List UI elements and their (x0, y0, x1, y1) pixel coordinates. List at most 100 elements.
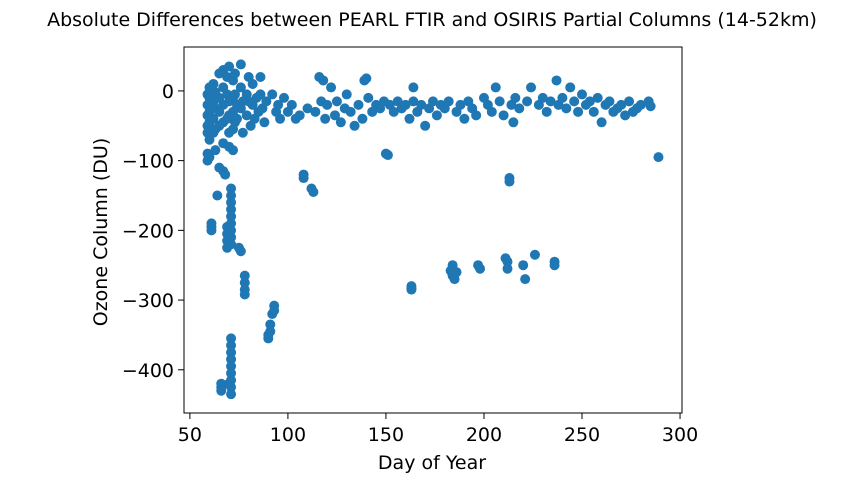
data-point (620, 110, 631, 121)
data-point (518, 260, 529, 271)
data-point (302, 103, 313, 114)
data-point (529, 249, 540, 260)
data-point (269, 305, 280, 316)
data-point (208, 78, 219, 89)
y-tick-label: −400 (122, 360, 174, 382)
data-point (335, 117, 346, 128)
data-point (428, 96, 438, 107)
data-point (235, 82, 246, 93)
data-point (208, 113, 219, 124)
x-tick-label: 100 (270, 424, 306, 446)
data-point (508, 117, 519, 128)
data-point (239, 289, 250, 300)
data-point (229, 68, 240, 79)
data-point (557, 92, 568, 103)
data-point (408, 82, 419, 93)
data-point (510, 92, 521, 103)
data-point (235, 59, 246, 70)
data-point (235, 246, 246, 257)
data-point (226, 361, 237, 372)
data-point (239, 277, 250, 288)
data-point (228, 145, 239, 156)
data-point (443, 96, 454, 107)
x-tick-label: 300 (662, 424, 698, 446)
data-point (577, 89, 588, 100)
y-tick-label: −200 (122, 220, 174, 242)
data-point (224, 61, 235, 72)
data-point (265, 319, 276, 330)
data-point (635, 99, 646, 110)
data-point (226, 347, 237, 358)
data-point (475, 263, 486, 274)
data-point (220, 169, 231, 180)
scatter-points (202, 59, 664, 400)
data-point (431, 110, 442, 121)
data-point (308, 187, 319, 198)
data-point (408, 96, 419, 107)
data-point (226, 382, 237, 393)
data-point (247, 78, 258, 89)
data-point (318, 75, 329, 86)
data-point (357, 113, 368, 124)
data-point (226, 190, 237, 201)
data-point (353, 99, 364, 110)
x-tick-label: 250 (564, 424, 600, 446)
x-tick-label: 50 (178, 424, 202, 446)
data-point (326, 82, 337, 93)
x-tick-label: 200 (466, 424, 502, 446)
data-point (502, 263, 513, 274)
data-point (565, 82, 576, 93)
data-point (320, 113, 331, 124)
data-point (226, 225, 237, 236)
data-point (286, 99, 297, 110)
data-point (400, 99, 411, 110)
data-point (226, 211, 237, 222)
data-point (226, 354, 237, 365)
data-point (226, 340, 237, 351)
data-point (526, 82, 537, 93)
data-point (204, 152, 215, 163)
data-point (537, 92, 548, 103)
x-tick-label: 150 (368, 424, 404, 446)
data-point (255, 89, 266, 100)
data-point (226, 218, 237, 229)
x-axis-ticks: 50 100 150 200 250 300 (178, 413, 698, 446)
data-point (212, 190, 223, 201)
data-point (363, 92, 374, 103)
data-point (459, 113, 470, 124)
data-point (329, 110, 340, 121)
data-point (584, 96, 595, 107)
y-tick-label: −100 (122, 151, 174, 173)
data-point (206, 225, 217, 236)
data-point (624, 96, 635, 107)
data-point (494, 96, 505, 107)
data-point (226, 232, 237, 243)
data-point (604, 96, 615, 107)
y-axis-ticks: 0 −100 −200 −300 −400 (122, 81, 184, 382)
data-point (226, 239, 237, 250)
data-point (278, 92, 289, 103)
data-point (226, 197, 237, 208)
data-point (341, 89, 352, 100)
data-point (382, 150, 393, 161)
data-point (259, 117, 270, 128)
data-point (645, 101, 656, 112)
data-point (331, 96, 342, 107)
data-point (520, 274, 531, 285)
data-point (490, 82, 501, 93)
data-point (514, 103, 525, 114)
data-point (265, 326, 276, 337)
data-point (273, 99, 284, 110)
y-tick-label: 0 (162, 81, 174, 103)
data-point (420, 120, 431, 131)
data-point (588, 106, 599, 117)
data-point (210, 145, 221, 156)
data-point (226, 183, 237, 194)
data-point (416, 99, 427, 110)
chart-title: Absolute Differences between PEARL FTIR … (47, 9, 817, 31)
data-point (322, 99, 333, 110)
data-point (406, 284, 417, 295)
data-point (569, 96, 580, 107)
